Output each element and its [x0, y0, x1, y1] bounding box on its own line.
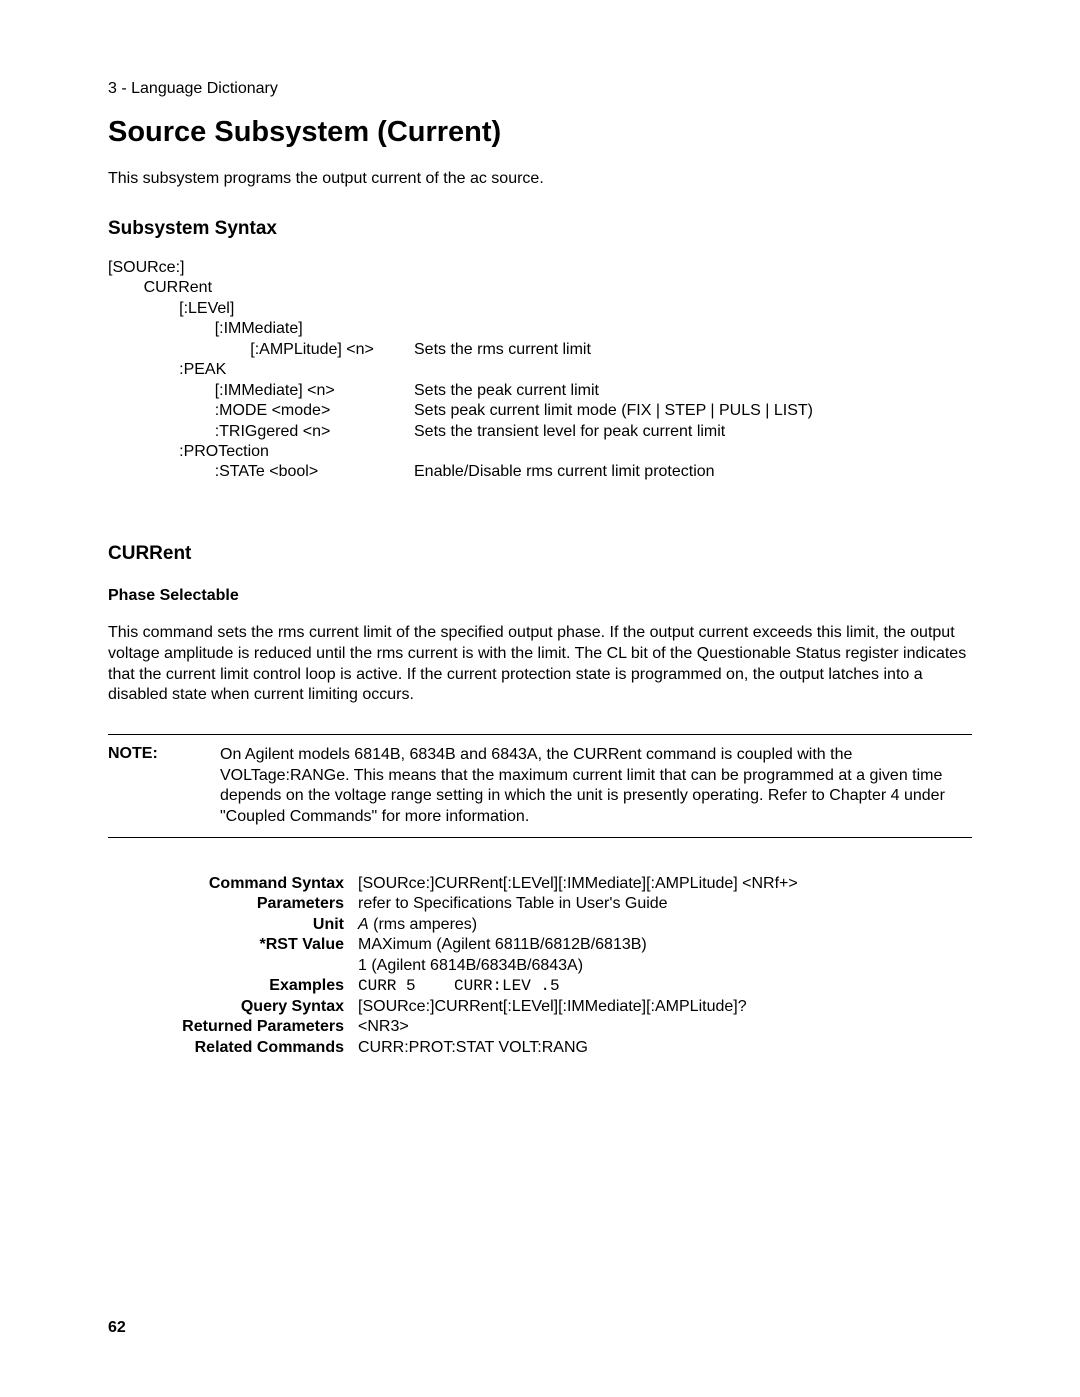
phase-selectable-label: Phase Selectable	[108, 587, 972, 605]
cmd-examples-value: CURR 5 CURR:LEV .5	[358, 976, 972, 996]
syntax-line: :PEAK	[108, 360, 972, 380]
cmd-params-value: refer to Specifications Table in User's …	[358, 894, 972, 914]
document-page: 3 - Language Dictionary Source Subsystem…	[0, 0, 1080, 1397]
cmd-row: Returned Parameters <NR3>	[108, 1017, 972, 1037]
cmd-row: 1 (Agilent 6814B/6834B/6843A)	[108, 956, 972, 976]
cmd-rst-label: *RST Value	[108, 935, 358, 955]
command-heading: CURRent	[108, 543, 972, 565]
cmd-params-label: Parameters	[108, 894, 358, 914]
syntax-line: [:AMPLitude] <n>Sets the rms current lim…	[108, 340, 972, 360]
cmd-row: Related Commands CURR:PROT:STAT VOLT:RAN…	[108, 1038, 972, 1058]
syntax-line: [:LEVel]	[108, 299, 972, 319]
cmd-unit-value: A (rms amperes)	[358, 915, 972, 935]
cmd-row: Unit A (rms amperes)	[108, 915, 972, 935]
syntax-tree: [SOURce:] CURRent [:LEVel] [:IMMediate] …	[108, 258, 972, 483]
cmd-row: Command Syntax [SOURce:]CURRent[:LEVel][…	[108, 874, 972, 894]
cmd-returned-label: Returned Parameters	[108, 1017, 358, 1037]
note-text: On Agilent models 6814B, 6834B and 6843A…	[220, 745, 972, 827]
cmd-query-label: Query Syntax	[108, 997, 358, 1017]
note-block: NOTE: On Agilent models 6814B, 6834B and…	[108, 734, 972, 838]
chapter-header: 3 - Language Dictionary	[108, 80, 972, 98]
cmd-row: *RST Value MAXimum (Agilent 6811B/6812B/…	[108, 935, 972, 955]
cmd-returned-value: <NR3>	[358, 1017, 972, 1037]
note-label: NOTE:	[108, 745, 220, 827]
cmd-examples-label: Examples	[108, 976, 358, 996]
cmd-row: Parameters refer to Specifications Table…	[108, 894, 972, 914]
syntax-line: [SOURce:]	[108, 258, 972, 278]
syntax-line: :STATe <bool>Enable/Disable rms current …	[108, 462, 972, 482]
cmd-unit-label: Unit	[108, 915, 358, 935]
intro-paragraph: This subsystem programs the output curre…	[108, 169, 972, 190]
page-number: 62	[108, 1319, 126, 1337]
cmd-syntax-value: [SOURce:]CURRent[:LEVel][:IMMediate][:AM…	[358, 874, 972, 894]
cmd-query-value: [SOURce:]CURRent[:LEVel][:IMMediate][:AM…	[358, 997, 972, 1017]
syntax-heading: Subsystem Syntax	[108, 218, 972, 240]
syntax-line: :MODE <mode>Sets peak current limit mode…	[108, 401, 972, 421]
cmd-row: Query Syntax [SOURce:]CURRent[:LEVel][:I…	[108, 997, 972, 1017]
page-title: Source Subsystem (Current)	[108, 116, 972, 149]
syntax-line: [:IMMediate]	[108, 319, 972, 339]
cmd-syntax-label: Command Syntax	[108, 874, 358, 894]
command-description: This command sets the rms current limit …	[108, 623, 972, 706]
syntax-line: CURRent	[108, 278, 972, 298]
cmd-rst-value-2: 1 (Agilent 6814B/6834B/6843A)	[358, 956, 972, 976]
syntax-line: :TRIGgered <n>Sets the transient level f…	[108, 422, 972, 442]
cmd-row: Examples CURR 5 CURR:LEV .5	[108, 976, 972, 996]
syntax-line: :PROTection	[108, 442, 972, 462]
cmd-related-label: Related Commands	[108, 1038, 358, 1058]
cmd-rst-value: MAXimum (Agilent 6811B/6812B/6813B)	[358, 935, 972, 955]
command-details-table: Command Syntax [SOURce:]CURRent[:LEVel][…	[108, 874, 972, 1058]
syntax-line: [:IMMediate] <n>Sets the peak current li…	[108, 381, 972, 401]
cmd-related-value: CURR:PROT:STAT VOLT:RANG	[358, 1038, 972, 1058]
